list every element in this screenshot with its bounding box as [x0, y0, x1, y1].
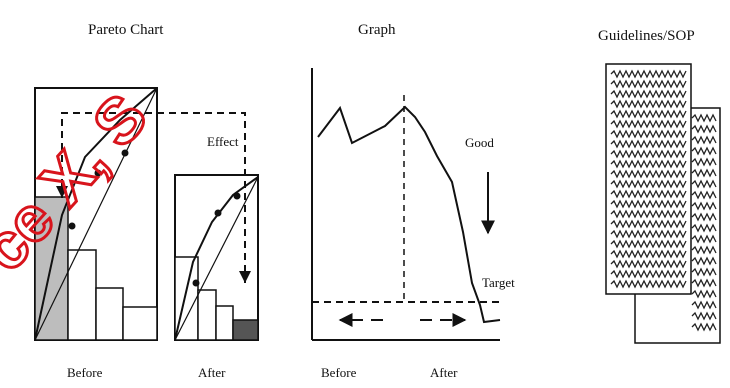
pareto-after-bar-3 [215, 305, 234, 341]
sop-text-line [691, 124, 717, 134]
pareto-chart-title: Pareto Chart [88, 22, 164, 38]
sop-text-line [610, 149, 687, 159]
sop-text-line [610, 79, 687, 89]
pareto-after-point [214, 209, 222, 217]
sop-text-line [610, 279, 687, 289]
pareto-before-bar-4 [122, 306, 158, 341]
sop-text-line [610, 109, 687, 119]
pareto-before-point [68, 222, 76, 230]
sop-text-line [691, 223, 717, 233]
sop-text-line [691, 311, 717, 321]
pareto-before-point [121, 149, 129, 157]
pareto-before-bar-3 [95, 287, 124, 341]
sop-text-line [691, 234, 717, 244]
pareto-before-label: Before [67, 365, 103, 380]
sop-text-line [610, 269, 687, 279]
pareto-after-cumulative-line [174, 176, 259, 341]
pareto-after-bar-2 [197, 289, 217, 341]
pareto-after-panel [174, 174, 259, 341]
effect-dashed-arrow [61, 112, 246, 283]
target-label: Target [482, 275, 515, 290]
sop-text-line [610, 69, 687, 79]
sop-text-line [691, 135, 717, 145]
sop-text-line [691, 278, 717, 288]
trend-graph [311, 68, 501, 341]
sop-text-line [610, 239, 687, 249]
trend-line [317, 105, 501, 324]
graph-title: Graph [358, 22, 396, 38]
sop-text-line [691, 289, 717, 299]
sop-text-line [610, 139, 687, 149]
sop-text-line [691, 267, 717, 277]
sop-text-line [610, 249, 687, 259]
sop-text-line [610, 99, 687, 109]
sop-text-line [691, 190, 717, 200]
sop-text-line [610, 209, 687, 219]
sop-text-line [610, 89, 687, 99]
sop-text-line [691, 146, 717, 156]
pareto-before-point [94, 169, 102, 177]
graph-before-label: Before [321, 365, 357, 380]
good-label: Good [465, 135, 494, 150]
sop-text-line [691, 201, 717, 211]
sop-text-line [691, 212, 717, 222]
sop-text-line [610, 169, 687, 179]
sop-text-line [691, 113, 717, 123]
pareto-after-label: After [198, 365, 226, 380]
sop-text-line [610, 189, 687, 199]
sop-text-line [610, 199, 687, 209]
pareto-after-point [192, 279, 200, 287]
sop-document-front [605, 63, 692, 295]
sop-text-line [610, 229, 687, 239]
sop-text-line [691, 168, 717, 178]
guidelines-title: Guidelines/SOP [598, 28, 695, 44]
pareto-before-bar-2 [67, 249, 97, 341]
sop-text-line [691, 256, 717, 266]
sop-text-line [610, 129, 687, 139]
sop-text-line [610, 259, 687, 269]
sop-text-line [691, 179, 717, 189]
effect-label: Effect [207, 134, 239, 149]
sop-text-line [610, 159, 687, 169]
pareto-before-panel [34, 87, 251, 341]
sop-text-line [691, 245, 717, 255]
sop-text-line [691, 300, 717, 310]
pareto-before-cumulative-line [34, 87, 158, 341]
sop-text-line [691, 322, 717, 332]
pareto-after-bar-4 [232, 319, 259, 341]
pareto-after-point [233, 192, 241, 200]
sop-text-line [610, 119, 687, 129]
graph-after-label: After [430, 365, 458, 380]
sop-text-line [610, 179, 687, 189]
sop-text-line [691, 157, 717, 167]
sop-text-line [610, 219, 687, 229]
